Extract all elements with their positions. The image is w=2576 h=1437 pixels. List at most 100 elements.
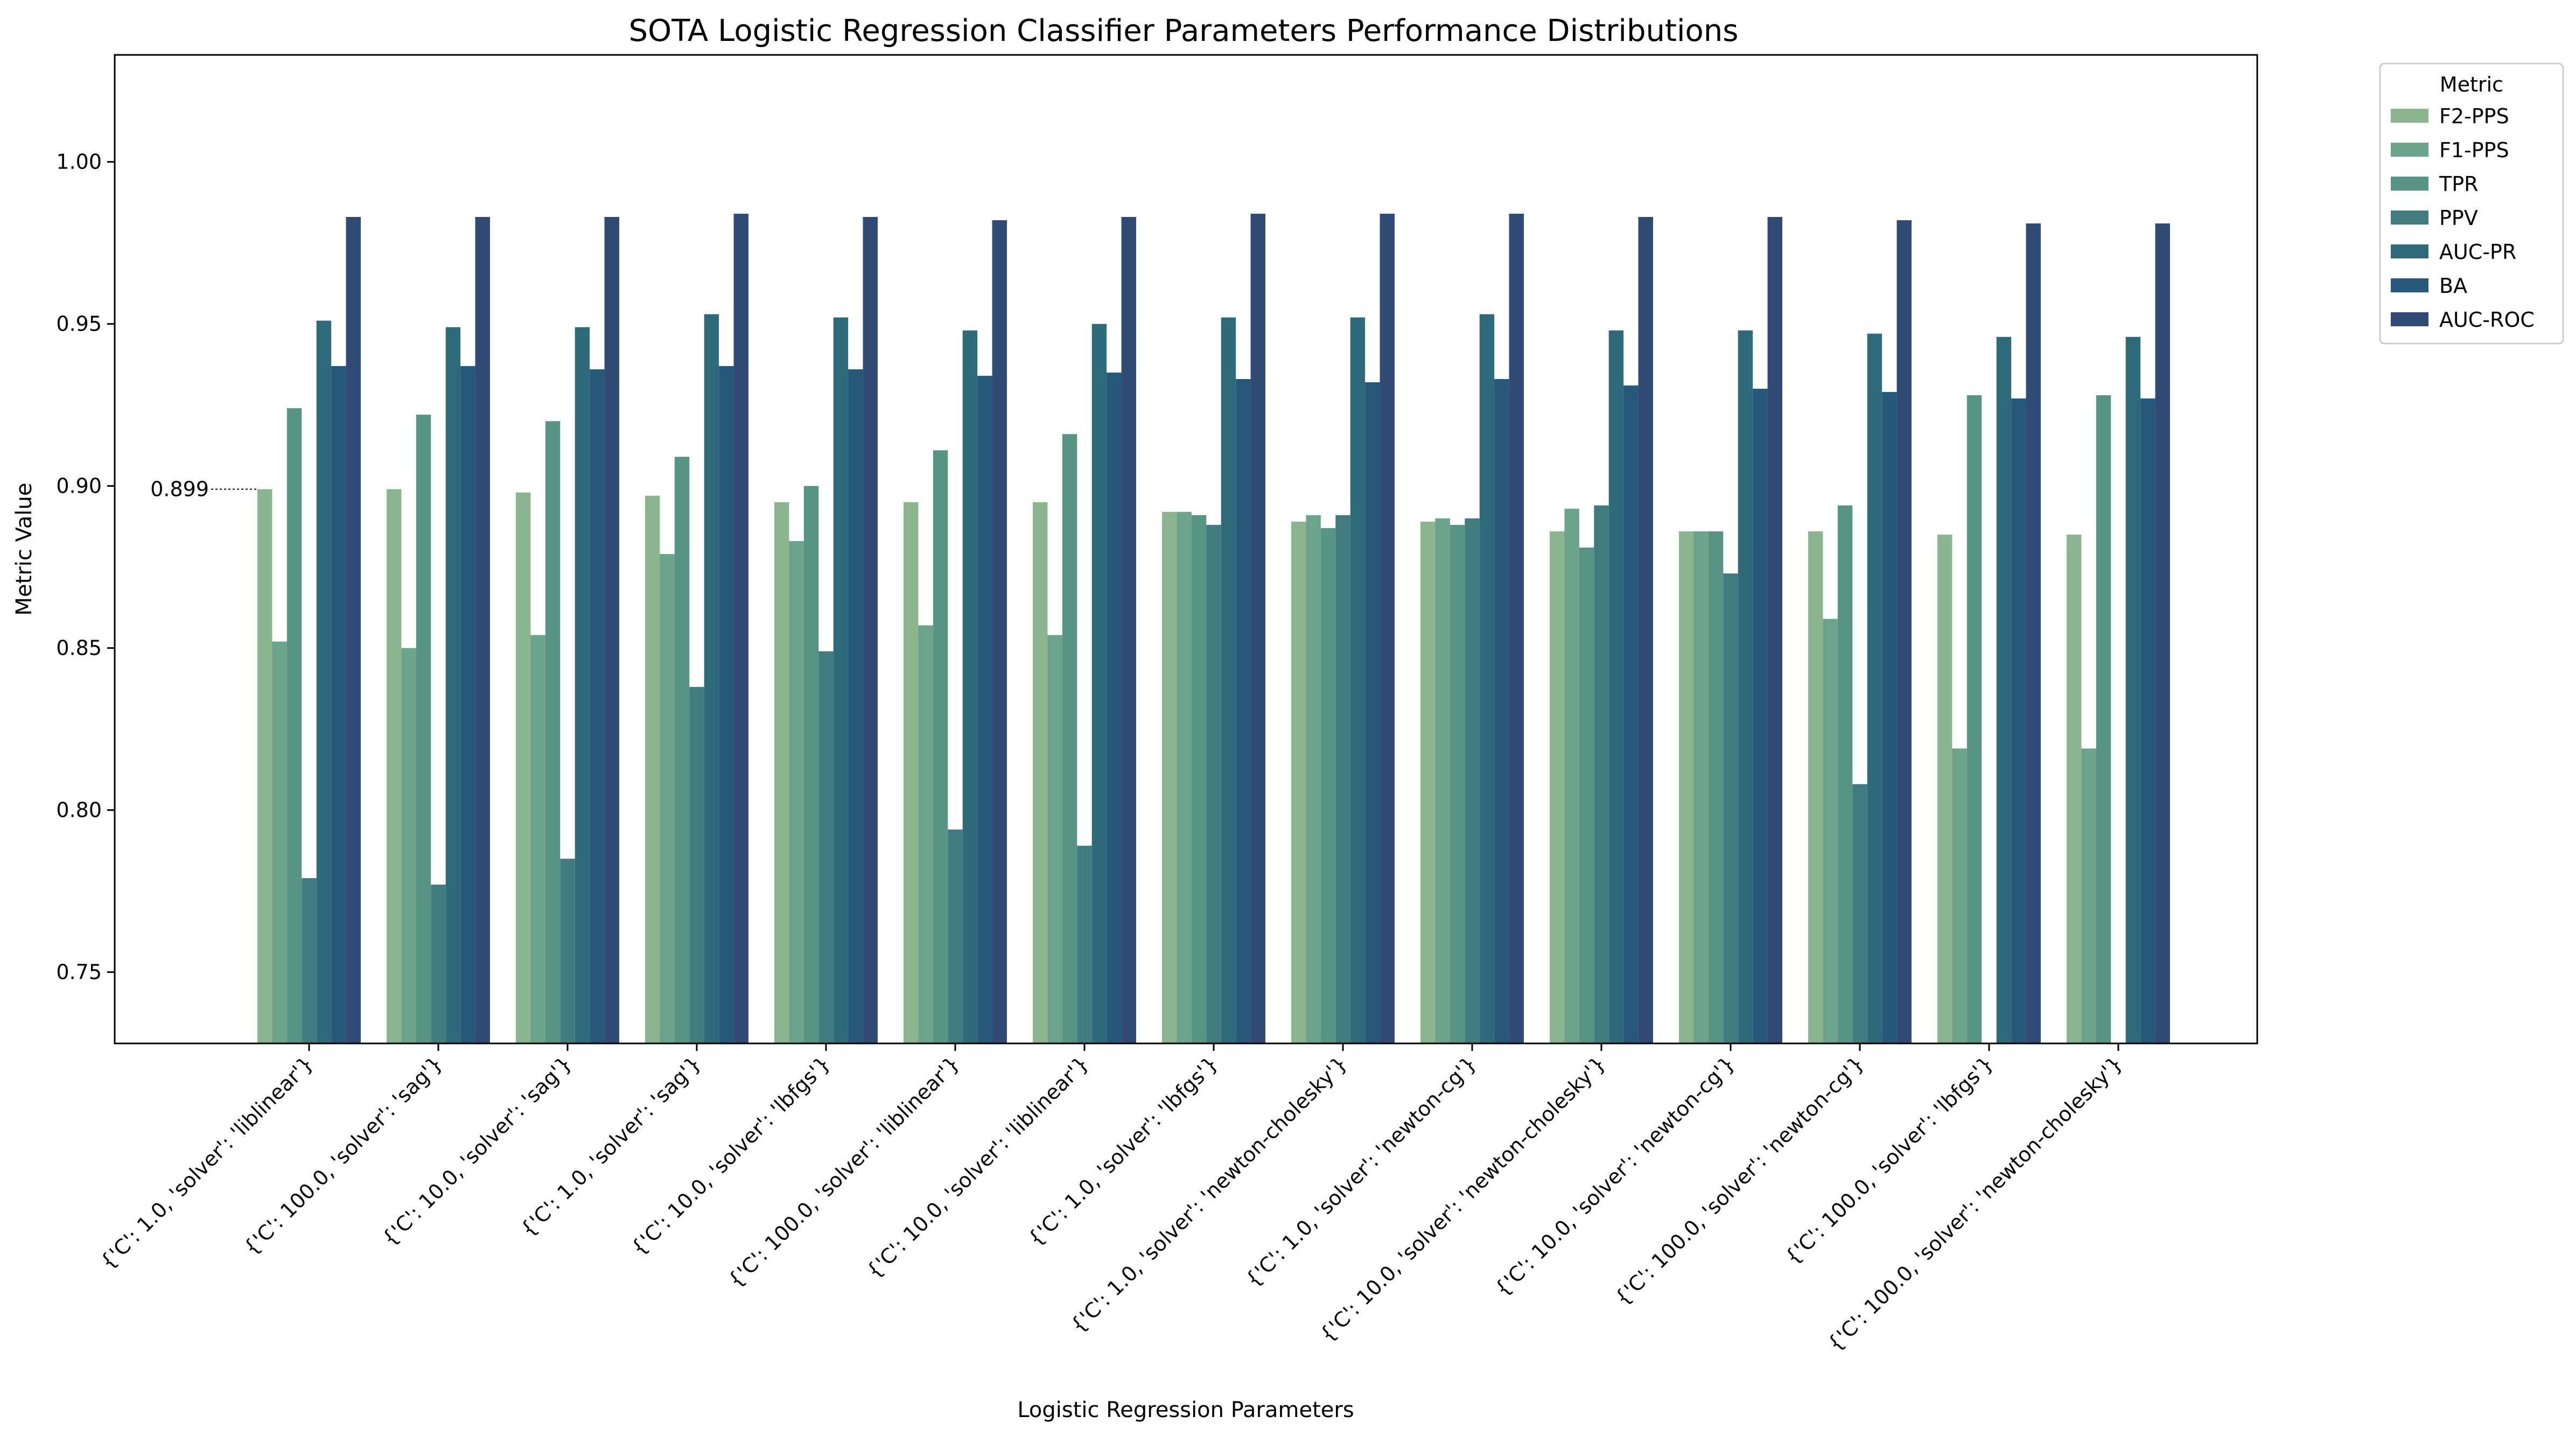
bar — [1162, 511, 1177, 1043]
bar — [1564, 508, 1579, 1043]
bar — [272, 641, 287, 1043]
annotation-layer: 0.899 — [150, 478, 257, 501]
bar — [1882, 392, 1897, 1043]
legend-label: TPR — [2439, 172, 2479, 196]
bar — [789, 541, 804, 1043]
bar — [1952, 748, 1967, 1043]
bar — [1465, 518, 1480, 1043]
bar — [992, 220, 1007, 1043]
legend-swatch — [2391, 244, 2428, 258]
bar — [962, 330, 978, 1044]
bar — [1550, 531, 1565, 1043]
x-tick-label: {'C': 10.0, 'solver': 'liblinear'} — [862, 1052, 1093, 1283]
bar — [733, 213, 748, 1044]
bar — [1837, 505, 1853, 1043]
legend-swatch — [2391, 177, 2428, 191]
bar — [674, 457, 690, 1044]
bar — [1206, 524, 1221, 1043]
bar — [948, 829, 963, 1043]
bar — [719, 366, 734, 1043]
bar — [286, 408, 302, 1043]
bar — [2067, 534, 2082, 1043]
bar — [774, 502, 789, 1043]
bar — [818, 651, 834, 1043]
bar — [1823, 619, 1838, 1043]
legend-swatch — [2391, 278, 2428, 292]
bar — [1250, 213, 1265, 1044]
bar — [848, 369, 863, 1044]
bar — [516, 492, 531, 1043]
bar — [1608, 330, 1624, 1044]
bar — [1236, 378, 1251, 1043]
bar — [1579, 547, 1594, 1043]
bar — [977, 375, 992, 1044]
legend-swatch — [2391, 211, 2428, 225]
x-tick-label: {'C': 100.0, 'solver': 'lbfgs'} — [1780, 1052, 1998, 1269]
legend-title: Metric — [2440, 73, 2503, 96]
bar — [1077, 845, 1092, 1043]
bar — [2026, 223, 2041, 1043]
bar — [904, 502, 919, 1043]
bar — [331, 366, 346, 1043]
bar — [689, 686, 704, 1043]
bar — [1509, 213, 1524, 1044]
bar — [2081, 748, 2096, 1043]
x-axis: {'C': 1.0, 'solver': 'liblinear'} {'C': 1… — [96, 1043, 2127, 1356]
bar — [530, 635, 545, 1043]
bar — [257, 489, 272, 1043]
bar — [1896, 220, 1912, 1043]
x-tick-label: {'C': 1.0, 'solver': 'newton-cg'} — [1241, 1052, 1481, 1292]
x-tick-label: {'C': 1.0, 'solver': 'newton-cholesky'} — [1066, 1052, 1352, 1337]
bar — [2155, 223, 2170, 1043]
bar — [1708, 531, 1724, 1043]
y-tick-label: 0.75 — [56, 961, 102, 984]
x-tick-label: {'C': 100.0, 'solver': 'newton-cholesky'… — [1823, 1052, 2127, 1356]
bar — [1121, 216, 1136, 1044]
bar — [1693, 531, 1709, 1043]
bar — [1638, 216, 1653, 1044]
bar — [933, 450, 948, 1043]
bar — [645, 495, 660, 1043]
bar — [863, 216, 878, 1044]
legend-swatch — [2391, 143, 2428, 157]
bar — [1033, 502, 1048, 1043]
bar — [1679, 531, 1694, 1043]
bar — [431, 885, 446, 1043]
legend-label: PPV — [2439, 206, 2478, 230]
bar — [560, 858, 575, 1043]
bar — [1966, 395, 1982, 1043]
y-tick-label: 1.00 — [56, 150, 102, 174]
legend-label: BA — [2439, 274, 2467, 298]
bar — [475, 216, 490, 1044]
bar — [1365, 382, 1380, 1043]
bar — [1723, 573, 1738, 1043]
bar — [1623, 385, 1639, 1043]
x-axis-label: Logistic Regression Parameters — [1017, 1398, 1354, 1422]
legend-label: F2-PPS — [2439, 104, 2509, 128]
bar — [1479, 314, 1495, 1043]
chart-title: SOTA Logistic Regression Classifier Para… — [629, 13, 1739, 48]
y-axis: 0.75 0.80 0.85 0.90 0.95 1.00 — [56, 150, 115, 984]
bar — [575, 327, 590, 1043]
bar — [302, 878, 317, 1043]
bar — [1221, 317, 1236, 1043]
legend-swatch — [2391, 312, 2428, 326]
legend: Metric F2-PPS F1-PPS TPR PPV AUC-PR BA AUC-ROC — [2379, 62, 2564, 345]
bar — [2011, 398, 2026, 1043]
bar — [590, 369, 605, 1044]
bar — [1291, 521, 1306, 1043]
bar — [1335, 515, 1350, 1043]
bar — [833, 317, 849, 1043]
bar — [1107, 372, 1122, 1044]
bar — [1867, 333, 1882, 1044]
bar — [1191, 515, 1207, 1043]
bar — [2140, 398, 2155, 1043]
y-axis-label: Metric Value — [12, 483, 37, 616]
x-tick-label: {'C': 1.0, 'solver': 'liblinear'} — [96, 1052, 318, 1274]
bar — [1177, 511, 1192, 1043]
bar — [1350, 317, 1366, 1043]
bar — [604, 216, 619, 1044]
bar — [1494, 378, 1509, 1043]
legend-label: F1-PPS — [2439, 138, 2509, 162]
bar — [704, 314, 719, 1043]
